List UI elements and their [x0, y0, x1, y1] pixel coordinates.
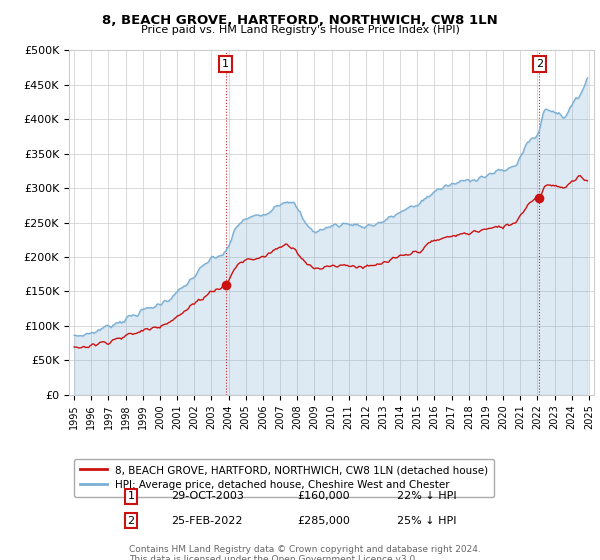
Text: 25% ↓ HPI: 25% ↓ HPI	[397, 516, 457, 525]
Text: 2: 2	[127, 516, 134, 525]
Text: £160,000: £160,000	[298, 491, 350, 501]
Text: 1: 1	[222, 59, 229, 69]
Text: 8, BEACH GROVE, HARTFORD, NORTHWICH, CW8 1LN: 8, BEACH GROVE, HARTFORD, NORTHWICH, CW8…	[102, 14, 498, 27]
Text: 1: 1	[127, 491, 134, 501]
Text: Price paid vs. HM Land Registry's House Price Index (HPI): Price paid vs. HM Land Registry's House …	[140, 25, 460, 35]
Text: 2: 2	[536, 59, 543, 69]
Text: 25-FEB-2022: 25-FEB-2022	[172, 516, 243, 525]
Text: £285,000: £285,000	[298, 516, 350, 525]
Text: Contains HM Land Registry data © Crown copyright and database right 2024.
This d: Contains HM Land Registry data © Crown c…	[130, 545, 481, 560]
Text: 29-OCT-2003: 29-OCT-2003	[172, 491, 244, 501]
Legend: 8, BEACH GROVE, HARTFORD, NORTHWICH, CW8 1LN (detached house), HPI: Average pric: 8, BEACH GROVE, HARTFORD, NORTHWICH, CW8…	[74, 459, 494, 497]
Text: 22% ↓ HPI: 22% ↓ HPI	[397, 491, 457, 501]
